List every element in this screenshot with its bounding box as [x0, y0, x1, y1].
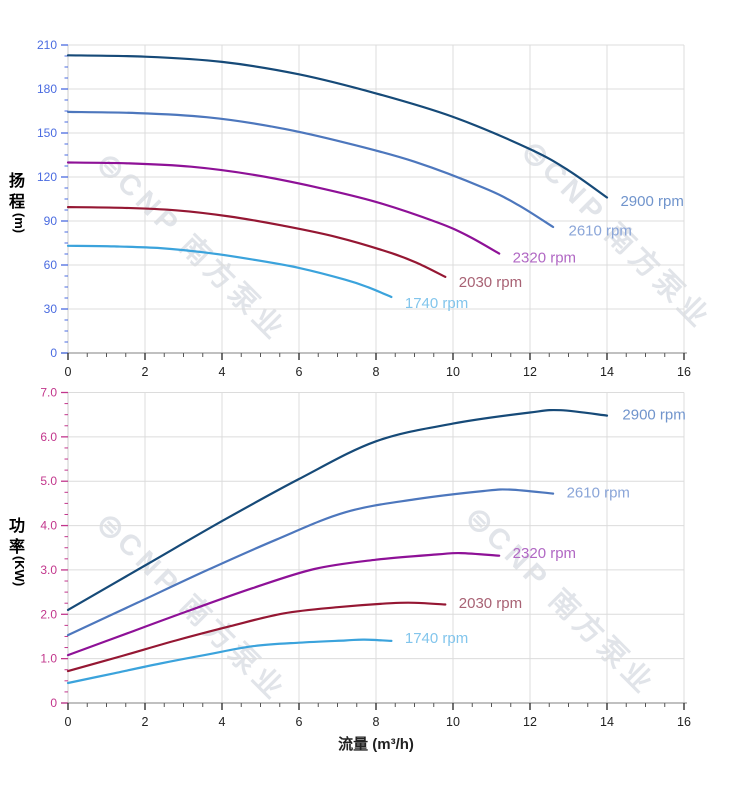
power-ytick-label-1: 1.0: [40, 652, 57, 666]
head-curve-label-2320: 2320 rpm: [513, 250, 576, 267]
head-y-axis-unit: (m): [12, 213, 27, 233]
head-xtick-label-12: 12: [523, 365, 537, 379]
head-ytick-label-30: 30: [44, 302, 58, 316]
power-y-axis-title-char-1: 功: [9, 517, 25, 535]
head-curve-label-1740: 1740 rpm: [405, 295, 468, 312]
head-ytick-label-210: 210: [37, 38, 57, 52]
power-y-axis-unit: (KW): [12, 556, 27, 586]
power-curve-2030: [66, 601, 447, 673]
power-xtick-label-6: 6: [296, 715, 303, 729]
power-xtick-label-4: 4: [219, 715, 226, 729]
head-curve-2030: [66, 206, 447, 278]
power-curve-2610: [66, 488, 555, 637]
x-axis-title: 流量 (m³/h): [338, 735, 414, 753]
power-xtick-label-12: 12: [523, 715, 537, 729]
head-ytick-label-180: 180: [37, 82, 57, 96]
head-curve-1740: [66, 244, 393, 299]
power-ytick-label-7: 7.0: [40, 386, 57, 400]
power-ytick-label-4: 4.0: [40, 519, 57, 533]
head-y-axis-title-char-1: 扬: [9, 171, 25, 190]
head-curve-2900: [66, 54, 609, 199]
head-y-axis-title-char-2: 程: [9, 193, 25, 211]
power-curve-label-2610: 2610 rpm: [567, 485, 630, 502]
head-curve-label-2610: 2610 rpm: [569, 223, 632, 240]
power-ytick-label-6: 6.0: [40, 430, 57, 444]
power-xtick-label-0: 0: [65, 715, 72, 729]
power-ytick-label-5: 5.0: [40, 474, 57, 488]
power-xtick-label-10: 10: [446, 715, 460, 729]
head-ytick-label-90: 90: [44, 214, 58, 228]
head-curve-2610: [66, 110, 555, 229]
head-ytick-label-150: 150: [37, 126, 57, 140]
head-chart: 0 30 60 90 120 150 180 210 0 2 4 6 8 10 12 14 16 2900 rpm…: [9, 38, 691, 379]
head-xtick-label-10: 10: [446, 365, 460, 379]
power-chart-layer: 0 1.0 2.0 3.0 4.0 5.0 6.0 7.0 0 2 4 6 8 10 12 14 16 2900 …: [40, 386, 691, 730]
head-xtick-label-16: 16: [677, 365, 691, 379]
head-xtick-label-6: 6: [296, 365, 303, 379]
power-xtick-label-16: 16: [677, 715, 691, 729]
head-xtick-label-2: 2: [142, 365, 149, 379]
power-y-axis-title-char-2: 率: [9, 537, 25, 556]
head-xtick-label-0: 0: [65, 365, 72, 379]
head-xtick-label-4: 4: [219, 365, 226, 379]
head-curve-label-2030: 2030 rpm: [459, 274, 522, 291]
head-ytick-label-120: 120: [37, 170, 57, 184]
power-curve-1740: [66, 638, 393, 685]
power-curve-label-2320: 2320 rpm: [513, 545, 576, 562]
power-ytick-label-2: 2.0: [40, 607, 57, 621]
power-curve-label-2900: 2900 rpm: [622, 407, 685, 424]
power-xtick-label-2: 2: [142, 715, 149, 729]
head-ytick-label-60: 60: [44, 258, 58, 272]
power-curve-label-1740: 1740 rpm: [405, 630, 468, 647]
power-ytick-label-3: 3.0: [40, 563, 57, 577]
head-chart-layer: 0 30 60 90 120 150 180 210 0 2 4 6 8 10 12 14 16 2900 rpm…: [37, 38, 691, 379]
head-curve-2320: [66, 161, 501, 255]
power-curve-2900: [66, 408, 609, 611]
power-chart: 0 1.0 2.0 3.0 4.0 5.0 6.0 7.0 0 2 4 6 8 10 12 14 16 2900 …: [9, 386, 691, 730]
power-xtick-label-14: 14: [600, 715, 614, 729]
power-ytick-label-0: 0: [50, 696, 57, 710]
power-curve-label-2030: 2030 rpm: [459, 595, 522, 612]
power-curve-2320: [66, 551, 501, 657]
head-curve-label-2900: 2900 rpm: [620, 193, 683, 210]
power-xtick-label-8: 8: [373, 715, 380, 729]
head-ytick-label-0: 0: [50, 346, 57, 360]
head-xtick-label-14: 14: [600, 365, 614, 379]
head-xtick-label-8: 8: [373, 365, 380, 379]
